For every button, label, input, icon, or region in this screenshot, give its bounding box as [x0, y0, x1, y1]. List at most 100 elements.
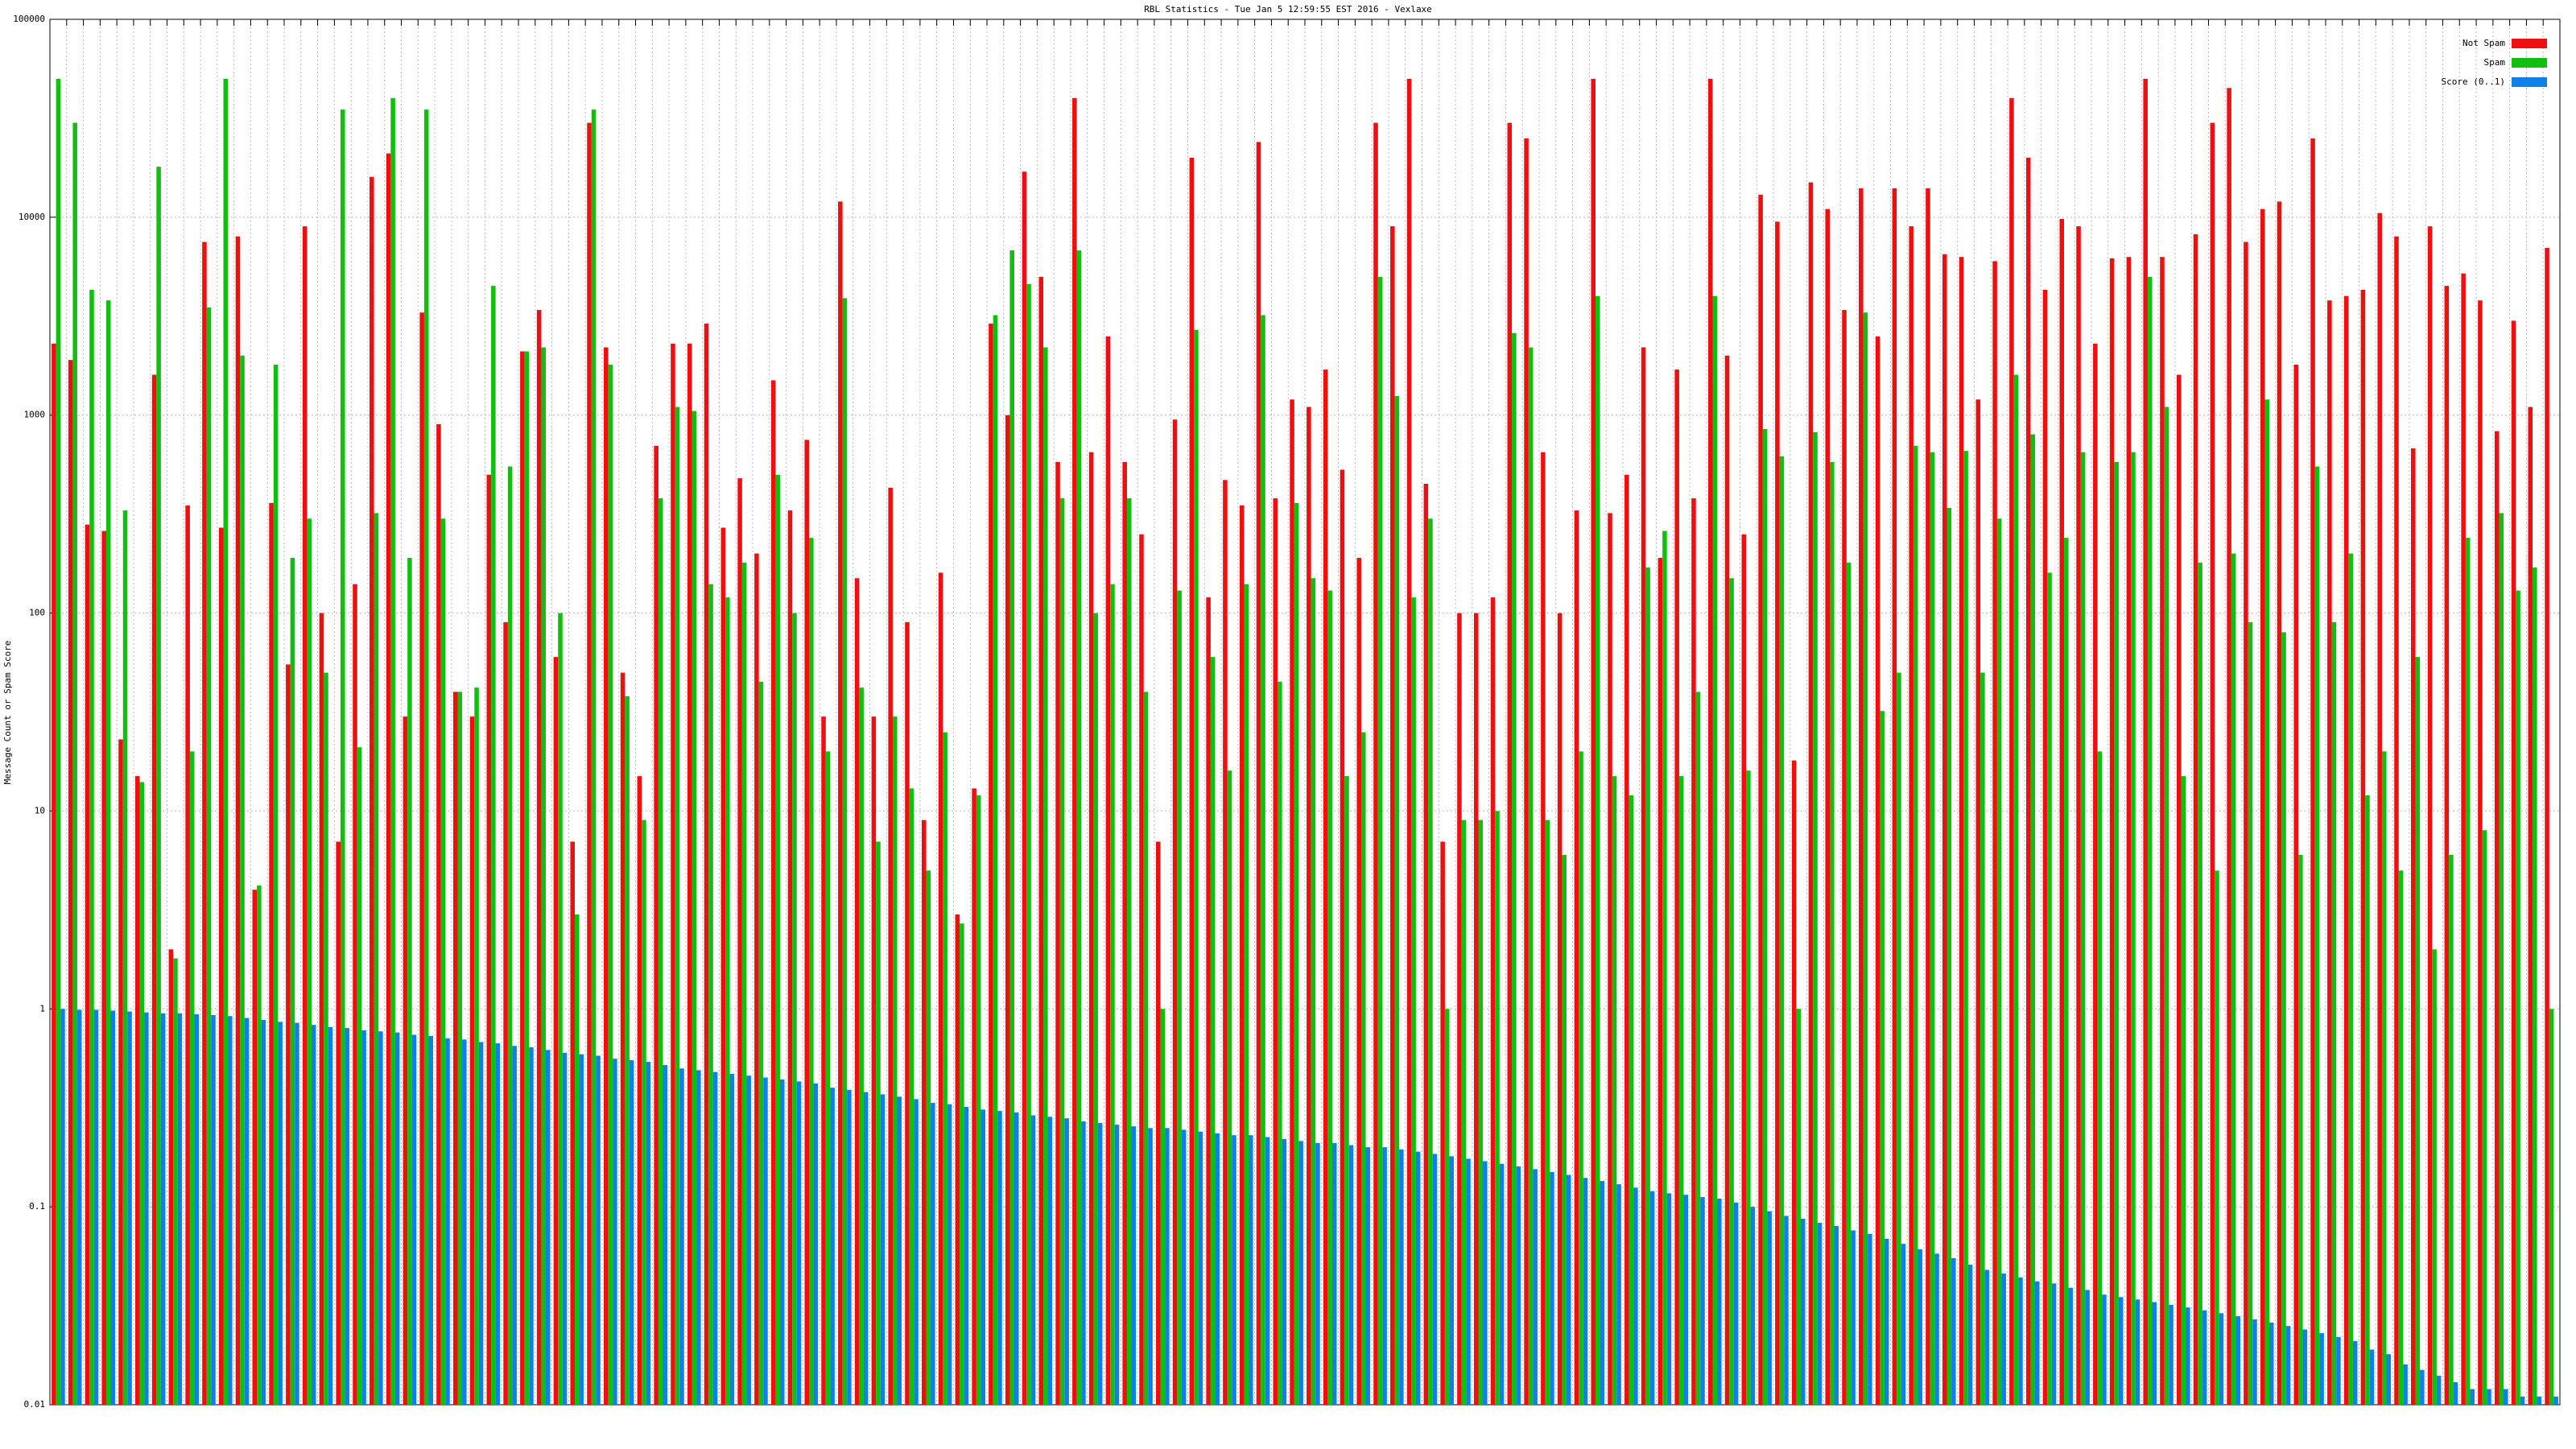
bar [1996, 518, 2002, 1405]
bar [257, 886, 262, 1405]
bar [402, 716, 408, 1405]
bar [1490, 597, 1496, 1405]
bar [1984, 1269, 1990, 1405]
bar [286, 664, 291, 1405]
bar [185, 505, 190, 1406]
bar [2453, 1381, 2458, 1405]
bar [2365, 795, 2370, 1405]
bar [491, 286, 496, 1405]
bar [1227, 770, 1232, 1405]
bar [613, 1059, 617, 1405]
bar [135, 776, 140, 1405]
bar [729, 1073, 735, 1405]
bar [821, 716, 826, 1405]
bar [478, 1042, 484, 1405]
bar [2499, 513, 2504, 1405]
y-tick-label: 0.01 [24, 1399, 46, 1410]
bar [2126, 257, 2132, 1406]
bar [1566, 1174, 1571, 1405]
bar [1478, 819, 1484, 1405]
bar [2436, 1376, 2442, 1405]
bar [1160, 1009, 1166, 1405]
bar [1365, 1147, 1371, 1405]
bar [1691, 498, 1696, 1405]
bar [1992, 261, 1997, 1405]
y-tick-label: 10 [35, 805, 45, 815]
bar [411, 1034, 417, 1405]
bar [2260, 208, 2265, 1406]
bar [1624, 474, 1629, 1406]
bar [369, 176, 374, 1405]
bar [2319, 1333, 2324, 1405]
bar [947, 1104, 952, 1405]
bar [1649, 1191, 1655, 1405]
legend-swatch [2512, 77, 2547, 87]
bar [1512, 332, 1517, 1405]
bar [1717, 1198, 1722, 1405]
bar [1215, 1133, 1220, 1405]
bar [663, 1065, 668, 1405]
bar [993, 315, 998, 1406]
bar [2186, 1307, 2190, 1405]
bar [1210, 657, 1216, 1405]
bar [545, 1050, 551, 1405]
bar [2528, 407, 2533, 1405]
bar [2227, 88, 2231, 1406]
bar [72, 122, 77, 1405]
bar [838, 201, 843, 1405]
bar [2327, 300, 2332, 1405]
bar [1918, 1249, 1923, 1405]
bar [302, 226, 308, 1405]
bar [1678, 776, 1684, 1405]
bar [2030, 434, 2035, 1405]
bar [1959, 257, 1964, 1406]
bar [637, 776, 642, 1405]
bar [2277, 201, 2282, 1405]
bar [1244, 584, 1249, 1405]
bar [536, 310, 542, 1405]
bar [570, 841, 576, 1405]
bar [1683, 1195, 1689, 1405]
bar [2403, 1364, 2408, 1405]
bar [562, 1052, 568, 1405]
bar [469, 716, 475, 1405]
bar [558, 613, 563, 1405]
bar [2042, 289, 2048, 1405]
bar [2549, 1009, 2554, 1405]
bar [1223, 480, 1228, 1406]
bar [307, 518, 312, 1405]
bar [2386, 1354, 2392, 1405]
bar [1758, 194, 1763, 1405]
bar [2545, 247, 2549, 1405]
bar [1348, 1145, 1354, 1405]
legend-swatch [2512, 39, 2547, 48]
bar [278, 1022, 283, 1405]
bar [2336, 1336, 2341, 1405]
bar [989, 324, 993, 1406]
bar [474, 687, 479, 1405]
bar [575, 914, 580, 1405]
bar [273, 364, 279, 1405]
bar [596, 1055, 601, 1405]
bar [1294, 502, 1299, 1405]
bar [1707, 79, 1713, 1405]
bar [206, 307, 212, 1405]
bar [2051, 1283, 2057, 1405]
bar [1901, 1244, 1906, 1405]
bar [859, 687, 864, 1405]
bar [1557, 613, 1563, 1405]
bar [1733, 1202, 1739, 1405]
bar [654, 445, 658, 1405]
bar [704, 324, 709, 1406]
bar [2415, 657, 2421, 1405]
bar [541, 347, 546, 1405]
bar [1298, 1141, 1303, 1405]
bar [1172, 419, 1178, 1405]
bar [2202, 1310, 2207, 1405]
bar [1315, 1142, 1320, 1405]
bar [1022, 171, 1027, 1406]
bar [60, 1009, 65, 1405]
bar [1583, 1178, 1588, 1405]
bar [1946, 507, 1952, 1405]
bar [629, 1060, 634, 1405]
